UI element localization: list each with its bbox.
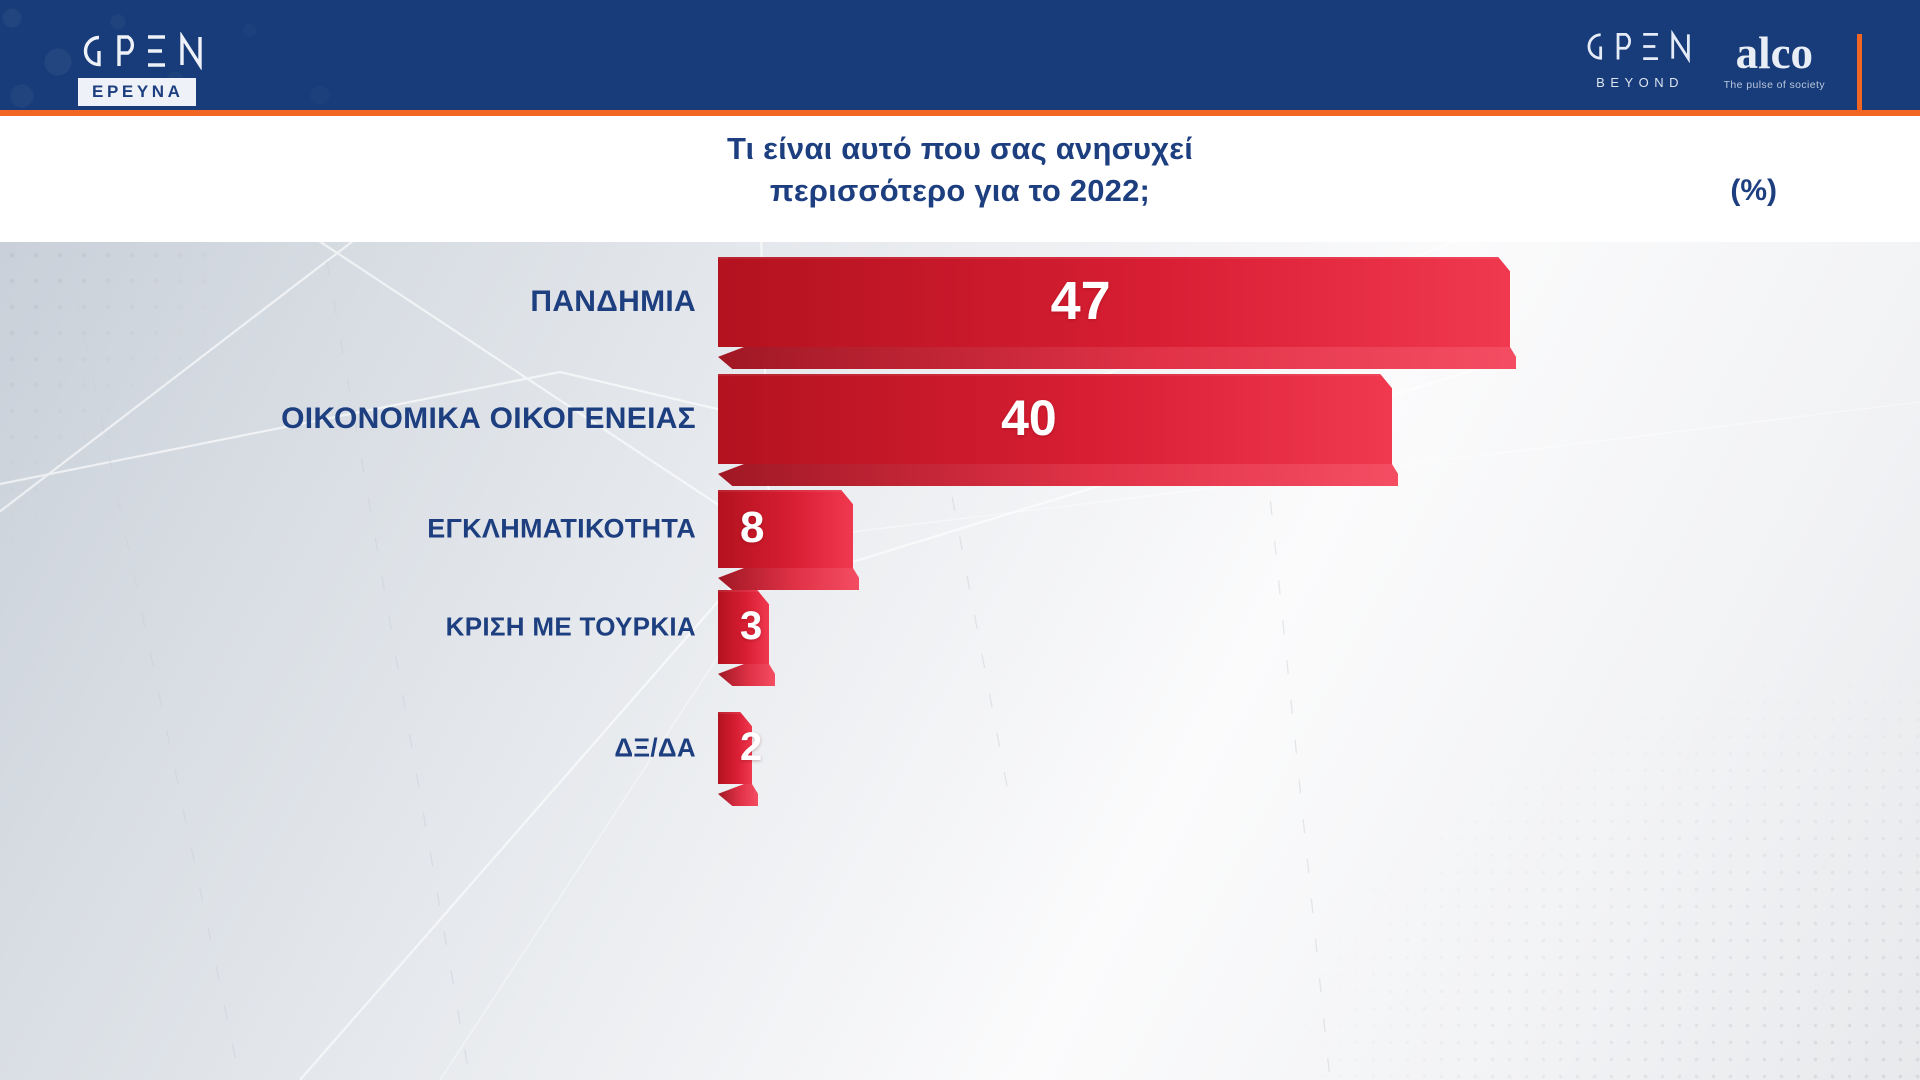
bar-category-label: ΟΙΚΟΝΟΜΙΚΑ ΟΙΚΟΓΕΝΕΙΑΣ — [281, 402, 696, 435]
alco-tagline: The pulse of society — [1723, 78, 1825, 91]
orange-accent-bar — [1857, 34, 1862, 110]
title-line-1: Τι είναι αυτό που σας ανησυχεί — [726, 131, 1194, 166]
title-band: Τι είναι αυτό που σας ανησυχεί περισσότε… — [0, 116, 1920, 242]
bar-category-label: ΚΡΙΣΗ ΜΕ ΤΟΥΡΚΙΑ — [445, 611, 696, 642]
bar-row: ΚΡΙΣΗ ΜΕ ΤΟΥΡΚΙΑ 3 — [0, 590, 1920, 686]
open-erevna-logo: ΕΡΕΥΝΑ — [78, 32, 206, 106]
alco-logo: alco The pulse of society — [1724, 30, 1825, 91]
chart-canvas: ΠΑΝΔΗΜΙΑ 47 ΟΙΚΟΝΟΜΙΚΑ ΟΙΚΟΓΕΝΕΙΑΣ — [0, 242, 1920, 1080]
partner-logos: BEYOND alco The pulse of society — [1582, 29, 1862, 110]
open-beyond-wordmark-icon — [1582, 29, 1694, 68]
bar-shape: 47 — [718, 257, 1516, 369]
bar-row: ΠΑΝΔΗΜΙΑ 47 — [0, 257, 1920, 369]
bar-value-label: 47 — [1050, 271, 1111, 331]
erevna-badge: ΕΡΕΥΝΑ — [78, 78, 196, 106]
unit-label: (%) — [1730, 174, 1777, 207]
bar-shape: 2 — [718, 712, 762, 806]
header-accent-rule — [0, 110, 1920, 116]
bar-row: ΕΓΚΛΗΜΑΤΙΚΟΤΗΤΑ 8 — [0, 490, 1920, 590]
bar-category-label: ΔΞ/ΔΑ — [614, 732, 696, 763]
bar-value-label: 8 — [740, 503, 765, 552]
bar-shape: 3 — [718, 590, 775, 686]
bar-value-label: 3 — [740, 604, 763, 648]
open-wordmark-icon — [78, 32, 206, 70]
header-bar: ΕΡΕΥΝΑ BEYOND alco — [0, 0, 1920, 116]
bar-value-label: 2 — [740, 725, 763, 769]
open-beyond-logo: BEYOND — [1582, 29, 1694, 90]
bar-row: ΔΞ/ΔΑ 2 — [0, 712, 1920, 806]
bar-row: ΟΙΚΟΝΟΜΙΚΑ ΟΙΚΟΓΕΝΕΙΑΣ 40 — [0, 374, 1920, 486]
bar-shape: 40 — [718, 374, 1398, 486]
bar-shape: 8 — [718, 490, 859, 590]
page-title: Τι είναι αυτό που σας ανησυχεί περισσότε… — [0, 128, 1920, 212]
bar-value-label: 40 — [1001, 390, 1057, 446]
beyond-subtitle: BEYOND — [1596, 75, 1685, 90]
title-line-2: περισσότερο για το 2022; — [769, 173, 1151, 209]
header-dot-pattern — [0, 0, 460, 116]
bar-category-label: ΕΓΚΛΗΜΑΤΙΚΟΤΗΤΑ — [427, 513, 696, 544]
bar-category-label: ΠΑΝΔΗΜΙΑ — [530, 285, 696, 318]
alco-wordmark: alco — [1735, 28, 1814, 78]
